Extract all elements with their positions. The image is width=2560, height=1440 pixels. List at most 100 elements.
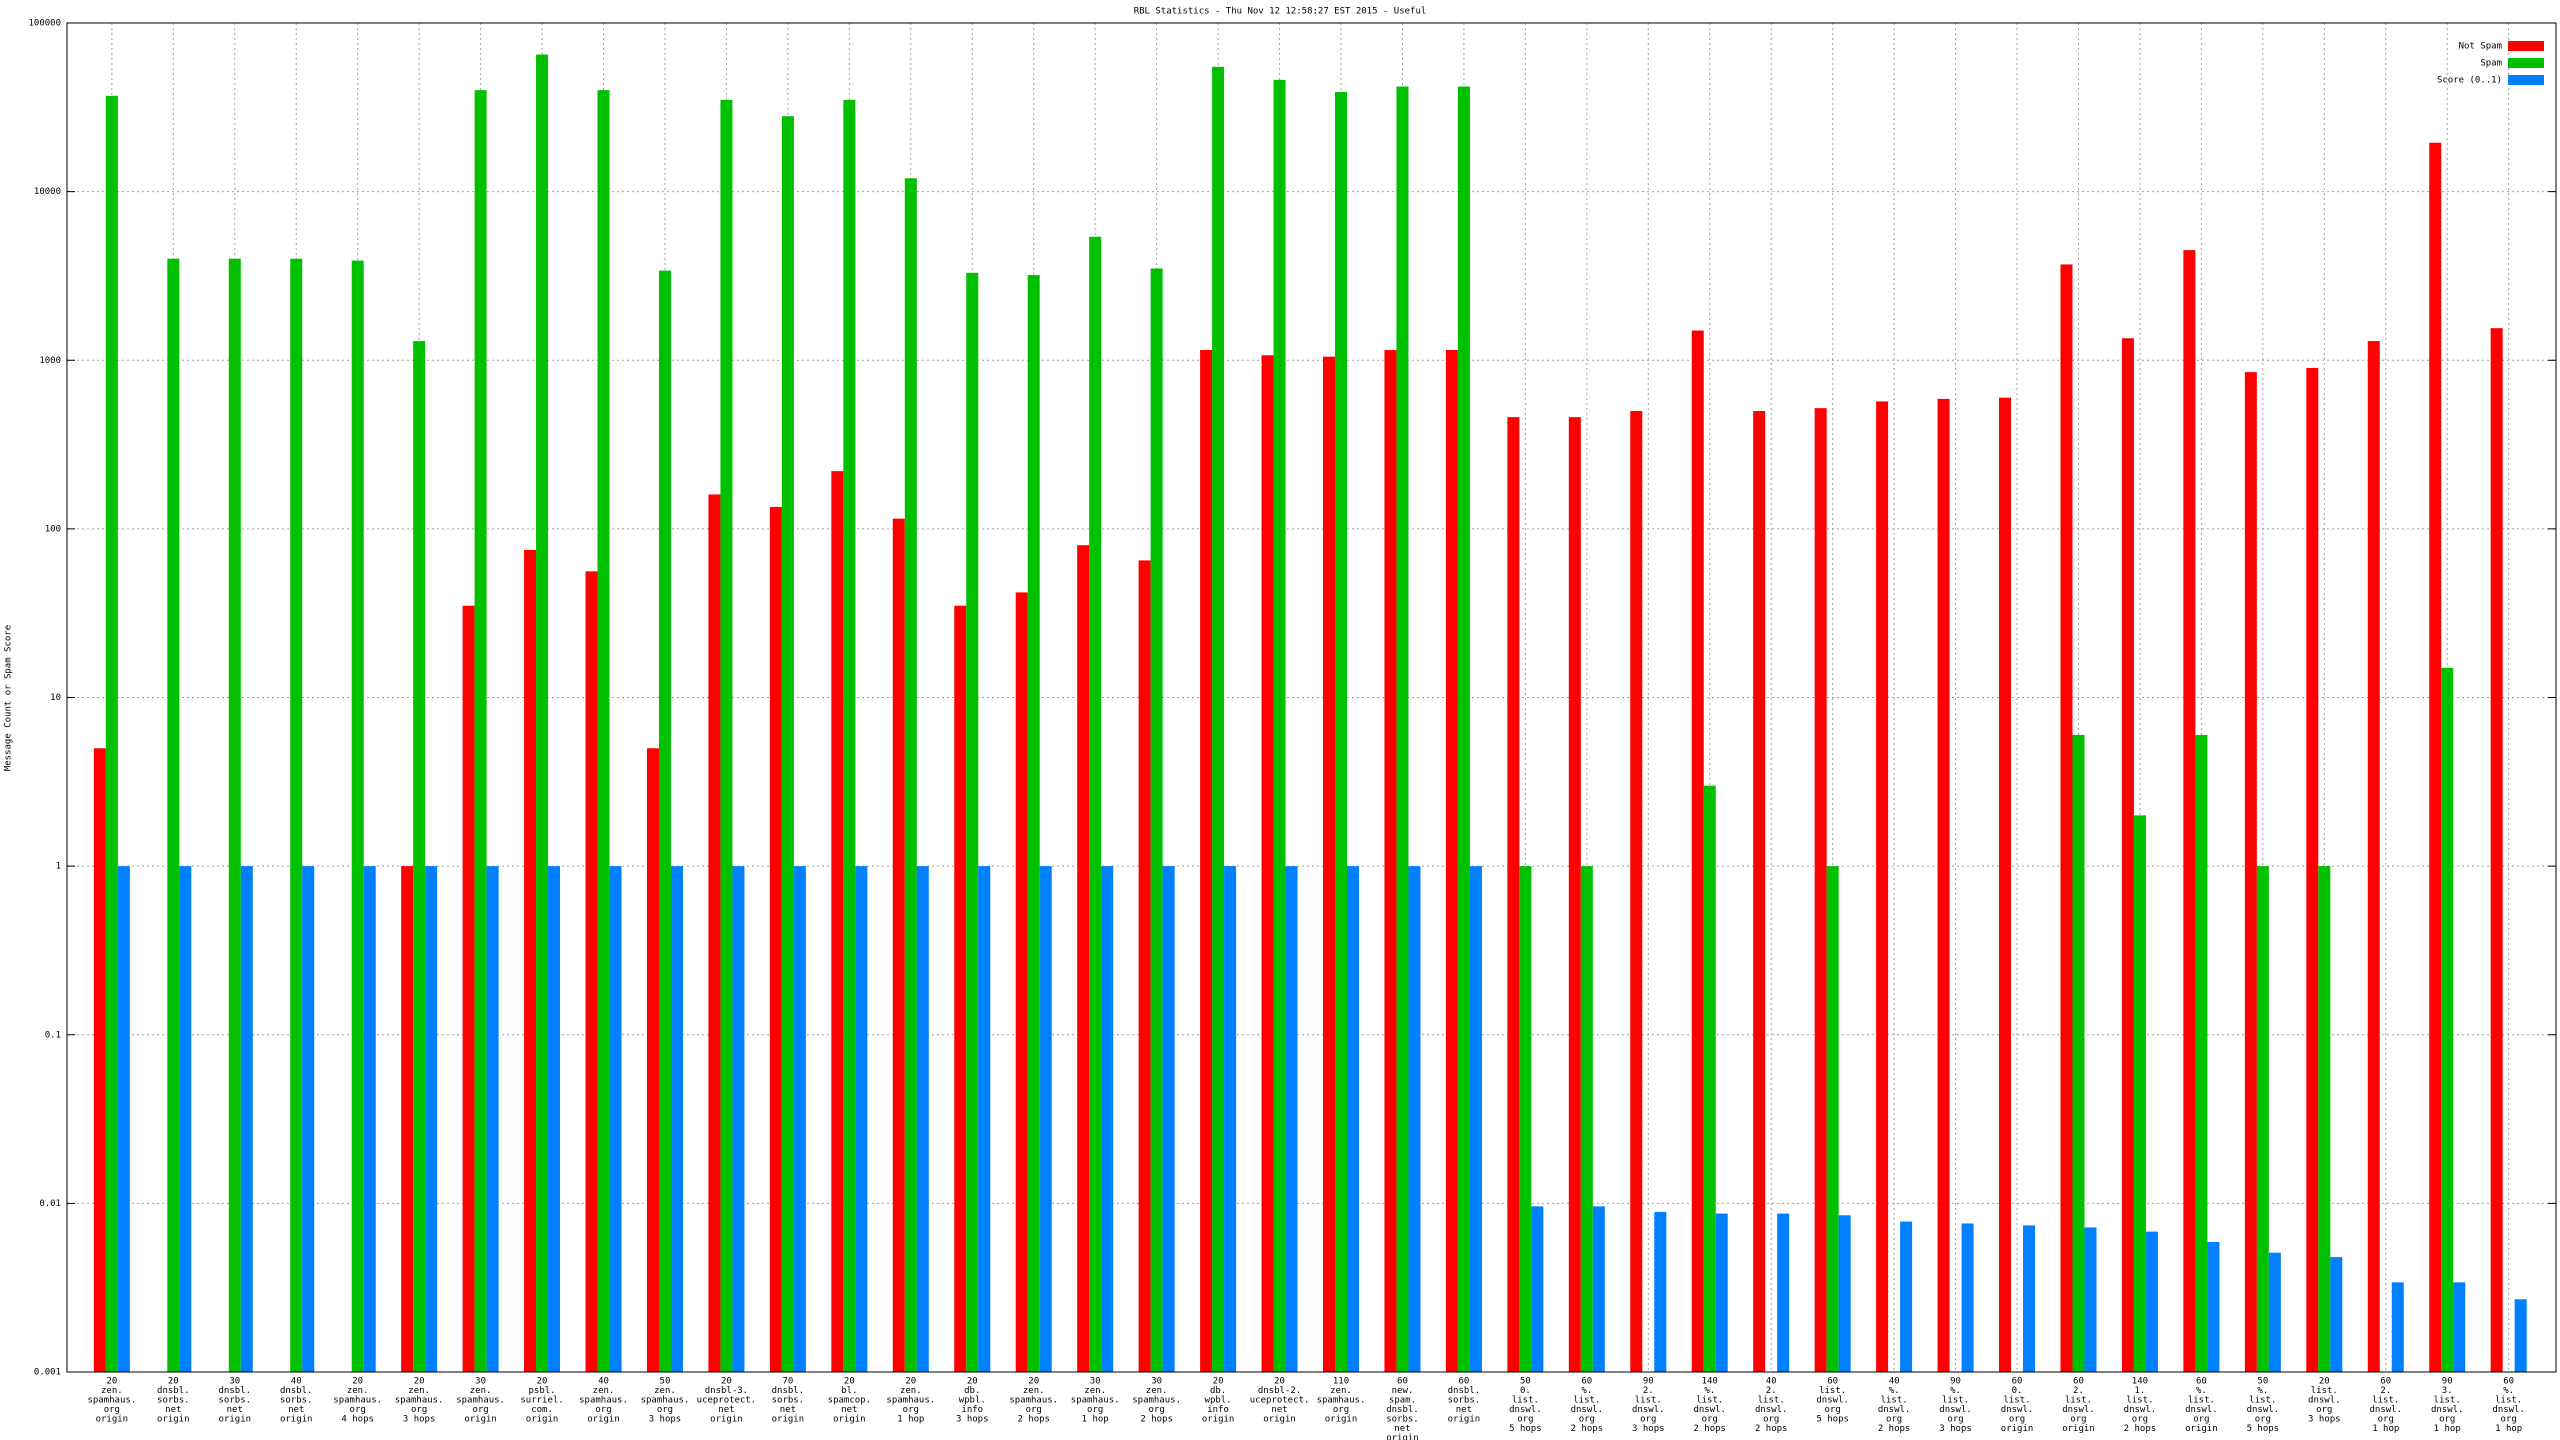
bar (2145, 1231, 2158, 1372)
bar (1630, 411, 1643, 1372)
x-tick-label: 1 hop (2372, 1424, 2399, 1434)
y-tick-label: 1 (56, 862, 61, 872)
x-tick-label: origin (1263, 1415, 1296, 1425)
bar (228, 258, 241, 1372)
legend-swatch (2508, 75, 2544, 85)
x-tick-label: org (2255, 1415, 2271, 1425)
x-tick-label: org (1517, 1415, 1533, 1425)
bar (2183, 250, 2196, 1372)
legend-swatch (2508, 58, 2544, 68)
x-tick-label: 30 (1090, 1377, 1101, 1387)
x-tick-label: wpbl. (1205, 1396, 1232, 1406)
bar (302, 866, 315, 1372)
x-tick-label: origin (1386, 1434, 1419, 1440)
x-tick-label: org (2316, 1405, 2332, 1415)
y-tick-label: 100 (45, 524, 61, 534)
x-tick-label: net (227, 1405, 243, 1415)
x-tick-label: list. (1512, 1396, 1539, 1406)
x-tick-label: org (411, 1405, 427, 1415)
bar (2453, 1282, 2466, 1372)
bar (524, 549, 537, 1372)
x-tick-label: dnsbl. (280, 1386, 313, 1396)
x-tick-label: 60 (2380, 1377, 2391, 1387)
x-tick-label: 20 (844, 1377, 855, 1387)
x-tick-label: 60 (1458, 1377, 1469, 1387)
bar (1224, 866, 1237, 1372)
y-tick-label: 10000 (34, 187, 61, 197)
x-tick-label: org (1333, 1405, 1349, 1415)
x-tick-label: sorbs. (157, 1396, 190, 1406)
x-tick-label: origin (2185, 1424, 2218, 1434)
bar (1715, 1213, 1728, 1372)
y-tick-label: 0.1 (45, 1030, 61, 1040)
bar (1027, 275, 1040, 1372)
x-tick-label: 140 (2132, 1377, 2148, 1387)
x-tick-label: 60 (1581, 1377, 1592, 1387)
x-tick-label: org (472, 1405, 488, 1415)
x-tick-label: 20 (2319, 1377, 2330, 1387)
x-tick-label: origin (710, 1415, 743, 1425)
x-tick-label: 2. (1643, 1386, 1654, 1396)
x-tick-label: dnswl. (1939, 1405, 1972, 1415)
bar (855, 866, 868, 1372)
bar (1346, 866, 1359, 1372)
x-tick-label: list. (1942, 1396, 1969, 1406)
x-tick-label: 5 hops (1509, 1424, 1542, 1434)
x-tick-label: dnswl. (1509, 1405, 1542, 1415)
x-tick-label: org (1763, 1415, 1779, 1425)
x-tick-label: list. (2188, 1396, 2215, 1406)
x-tick-label: 2 hops (2124, 1424, 2157, 1434)
x-tick-label: origin (526, 1415, 559, 1425)
bar (363, 866, 376, 1372)
x-tick-label: 60 (2503, 1377, 2514, 1387)
x-tick-label: dnsbl. (219, 1386, 252, 1396)
x-tick-label: dnswl. (1632, 1405, 1665, 1415)
bar (597, 90, 610, 1372)
x-tick-label: 20 (106, 1377, 117, 1387)
x-tick-label: com. (531, 1405, 553, 1415)
x-tick-label: 90 (2442, 1377, 2453, 1387)
bar (2318, 866, 2331, 1372)
x-tick-label: spamcop. (828, 1396, 871, 1406)
x-tick-label: surriel. (520, 1396, 563, 1406)
bar (1777, 1213, 1790, 1372)
bar (1531, 1206, 1544, 1372)
x-tick-label: db. (964, 1386, 980, 1396)
x-tick-label: org (2193, 1415, 2209, 1425)
x-tick-label: 2 hops (1755, 1424, 1788, 1434)
bar (1200, 350, 1213, 1372)
bar (781, 116, 794, 1372)
x-tick-label: zen. (101, 1386, 123, 1396)
x-tick-label: spamhaus. (87, 1396, 136, 1406)
bar (1999, 397, 2012, 1372)
x-tick-label: 20 (1213, 1377, 1224, 1387)
bar (1900, 1221, 1913, 1372)
x-tick-label: dnswl. (2001, 1405, 2034, 1415)
x-tick-label: dnswl. (1571, 1405, 1604, 1415)
bar (646, 748, 659, 1372)
x-tick-label: 2. (1766, 1386, 1777, 1396)
x-tick-label: 50 (2257, 1377, 2268, 1387)
bar (1445, 350, 1458, 1372)
bar (2023, 1225, 2036, 1372)
x-tick-label: net (288, 1405, 304, 1415)
x-tick-label: org (657, 1405, 673, 1415)
bar (831, 471, 844, 1372)
x-tick-label: zen. (347, 1386, 369, 1396)
x-tick-label: origin (1202, 1415, 1235, 1425)
bar (1039, 866, 1052, 1372)
bar (536, 54, 549, 1372)
bar (1961, 1223, 1974, 1372)
bar (1150, 268, 1163, 1372)
x-tick-label: spamhaus. (641, 1396, 690, 1406)
x-tick-label: list. (2126, 1396, 2153, 1406)
bar (2429, 142, 2442, 1373)
bar (1273, 79, 1286, 1373)
x-tick-label: zen. (470, 1386, 492, 1396)
bar (548, 866, 561, 1372)
x-tick-label: %. (2257, 1386, 2268, 1396)
x-tick-label: org (1947, 1415, 1963, 1425)
bar (609, 866, 622, 1372)
x-tick-label: 50 (660, 1377, 671, 1387)
x-tick-label: org (1702, 1415, 1718, 1425)
